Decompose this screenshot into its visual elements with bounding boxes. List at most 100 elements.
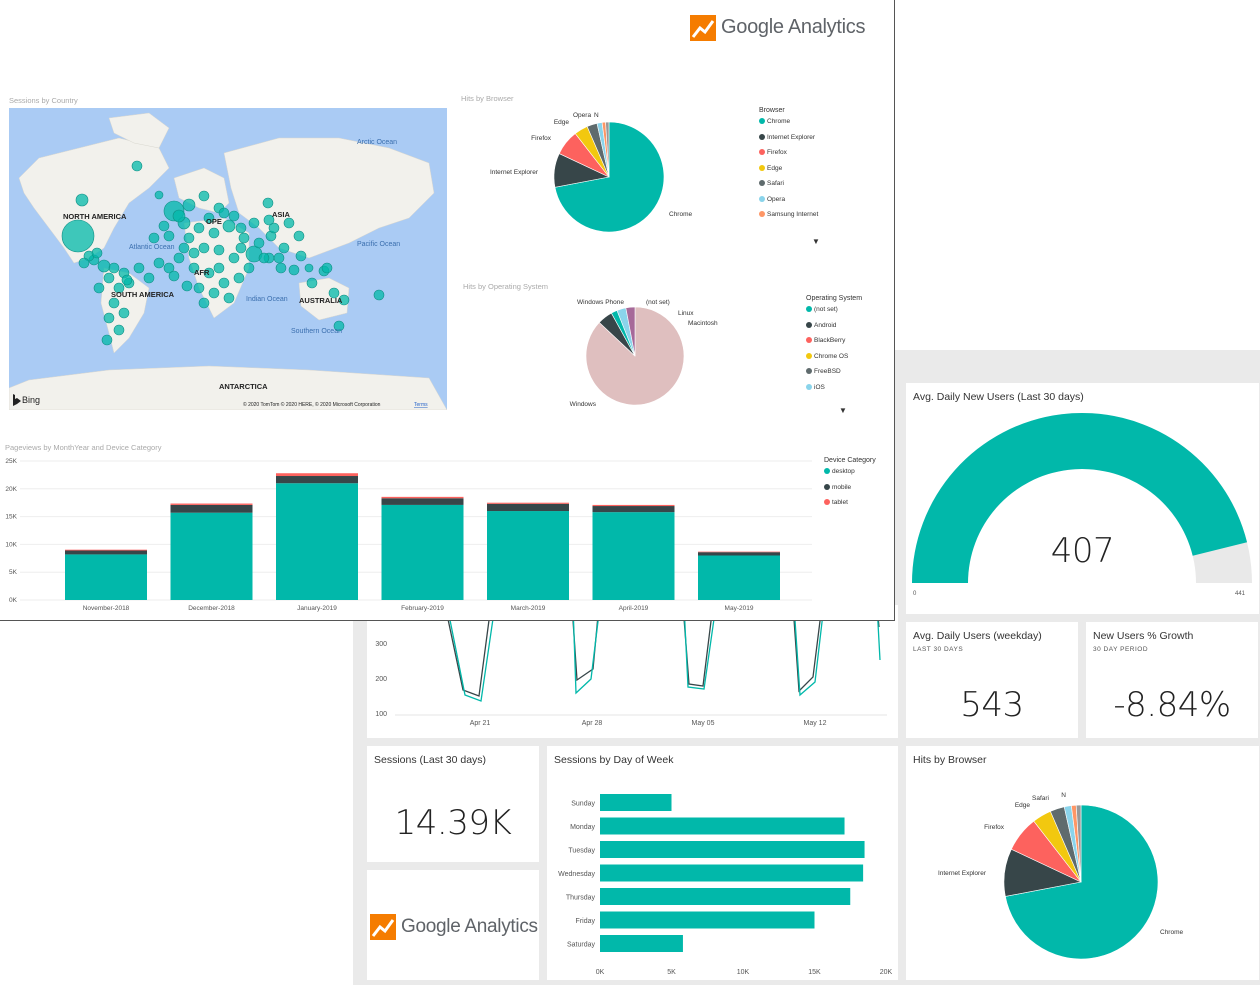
map-bubble — [253, 237, 265, 249]
bar-mobile — [65, 550, 147, 555]
map-bubble — [293, 230, 305, 242]
google-analytics-logo-tile: Google Analytics — [367, 870, 539, 980]
slice-label: Macintosh — [688, 320, 718, 327]
map-bubble — [143, 272, 155, 284]
map-bubble — [188, 247, 200, 259]
x-tick-label: 15K — [808, 969, 821, 976]
slice-label: Internet Explorer — [938, 870, 987, 877]
bar-desktop — [592, 512, 675, 600]
map-bubble — [154, 190, 164, 200]
avg-daily-new-users-tile[interactable]: Avg. Daily New Users (Last 30 days) 0 44… — [906, 383, 1259, 614]
map-bubble — [288, 264, 300, 276]
pageviews-stacked-bar-chart[interactable]: 25K 20K 15K 10K 5K 0K November-2018 December-20… — [0, 452, 815, 617]
bar-mobile — [381, 498, 464, 505]
legend-item[interactable]: Opera — [759, 192, 818, 208]
tile-subtitle: 30 DAY PERIOD — [1093, 646, 1149, 653]
sessions-by-day-tile[interactable]: Sessions by Day of Week Sunday Monday Tues… — [547, 746, 898, 980]
os-pie-chart[interactable]: Windows Phone (not set) Linux Macintosh Wind… — [560, 290, 760, 415]
hits-by-browser-tile[interactable]: Hits by Browser Chrome Internet Explorer F… — [906, 746, 1259, 980]
map-bubble — [97, 259, 111, 273]
category-label: Sunday — [571, 801, 595, 808]
legend-scroll-down-icon[interactable]: ▼ — [839, 406, 847, 415]
legend-scroll-down-icon[interactable]: ▼ — [812, 237, 820, 246]
map-terms-link[interactable]: Terms — [414, 402, 428, 408]
map-bubble — [283, 217, 295, 229]
map-bubble — [208, 227, 220, 239]
gauge-value: 407 — [1050, 531, 1115, 571]
legend-item[interactable]: tablet — [824, 495, 876, 511]
legend-item[interactable]: Firefox — [759, 145, 818, 161]
y-tick-label: 10K — [5, 541, 17, 548]
bar-thursday — [600, 888, 851, 905]
avg-daily-users-tile[interactable]: Avg. Daily Users (weekday) LAST 30 DAYS … — [906, 622, 1078, 738]
category-label: Friday — [576, 918, 596, 925]
y-axis: 300 200 100 — [375, 641, 387, 718]
legend-item[interactable]: iOS — [806, 380, 862, 396]
legend-item[interactable]: Chrome — [759, 114, 818, 130]
legend-item[interactable]: Safari — [759, 176, 818, 192]
legend-item[interactable]: Samsung Internet — [759, 207, 818, 223]
map-bubble — [243, 262, 255, 274]
legend-item[interactable]: (not set) — [806, 302, 862, 318]
legend-item[interactable]: BlackBerry — [806, 333, 862, 349]
tile-title: Avg. Daily Users (weekday) — [913, 630, 1042, 642]
map-title: Sessions by Country — [9, 96, 78, 105]
legend-item[interactable]: desktop — [824, 464, 876, 480]
map-bubble — [278, 242, 290, 254]
line-chart: 300 200 100 Apr 21 Apr 28 May 05 May 12 — [375, 605, 887, 727]
os-legend[interactable]: Operating System (not set) Android BlackBe… — [806, 295, 862, 395]
legend-item[interactable]: mobile — [824, 480, 876, 496]
bar-tablet — [592, 504, 675, 507]
kpi-value: 14.39K — [394, 803, 512, 843]
map-bubble — [228, 210, 240, 222]
map-bubble — [148, 232, 160, 244]
tile-title: New Users % Growth — [1093, 630, 1194, 642]
map-bubble — [131, 160, 143, 172]
legend-item[interactable]: FreeBSD — [806, 364, 862, 380]
slice-label: Linux — [678, 310, 694, 317]
map-bubble — [103, 272, 115, 284]
sessions-map[interactable]: NORTH AMERICA SOUTH AMERICA ASIA OPE AFR… — [9, 108, 447, 410]
bar-mobile — [698, 552, 780, 556]
map-bubble — [233, 272, 245, 284]
map-bubble — [91, 247, 103, 259]
browser-legend[interactable]: Browser Chrome Internet Explorer Firefox Ed… — [759, 107, 818, 223]
bar-sunday — [600, 794, 672, 811]
map-bubble — [182, 198, 196, 212]
map-bubble — [228, 252, 240, 264]
sessions-30-days-tile[interactable]: Sessions (Last 30 days) 14.39K — [367, 746, 539, 862]
legend-item[interactable]: Internet Explorer — [759, 130, 818, 146]
ocean-label-pacific: Pacific Ocean — [357, 241, 400, 248]
map-bubble — [306, 277, 318, 289]
legend-item[interactable]: Chrome OS — [806, 349, 862, 365]
category-label: Wednesday — [558, 871, 595, 878]
legend-item[interactable]: Android — [806, 318, 862, 334]
series-line-teal — [446, 605, 881, 702]
map-landmasses — [9, 112, 447, 410]
new-users-growth-tile[interactable]: New Users % Growth 30 DAY PERIOD -8.84% — [1086, 622, 1258, 738]
map-bubble — [158, 220, 170, 232]
daily-users-line-tile[interactable]: 300 200 100 Apr 21 Apr 28 May 05 May 12 — [367, 605, 898, 738]
map-bubble — [295, 250, 307, 262]
map-bubble — [113, 324, 125, 336]
slice-label: Firefox — [531, 135, 552, 142]
legend-item[interactable]: Edge — [759, 161, 818, 177]
google-analytics-wordmark: Google Analytics — [401, 916, 538, 937]
map-bubble — [108, 262, 120, 274]
bar-tablet — [276, 473, 358, 477]
map-attribution: © 2020 TomTom © 2020 HERE, © 2020 Micros… — [243, 401, 381, 408]
map-bubble — [168, 270, 180, 282]
gauge-fill — [912, 412, 1248, 583]
map-label-north-america: NORTH AMERICA — [63, 212, 127, 221]
map-ocean-labels: Arctic Ocean Atlantic Ocean Pacific Ocea… — [129, 139, 400, 335]
slice-label: N — [594, 112, 599, 119]
bar-tablet — [487, 502, 569, 504]
ocean-label-atlantic: Atlantic Ocean — [129, 244, 175, 251]
map-bubble — [203, 267, 215, 279]
sessions-by-day-chart: Sunday Monday Tuesday Wednesday Thursday Frid… — [558, 794, 893, 976]
legend-title: Device Category — [824, 457, 876, 464]
map-bubble — [373, 289, 385, 301]
device-legend[interactable]: Device Category desktop mobile tablet — [824, 457, 876, 511]
map-bubble — [61, 219, 95, 253]
